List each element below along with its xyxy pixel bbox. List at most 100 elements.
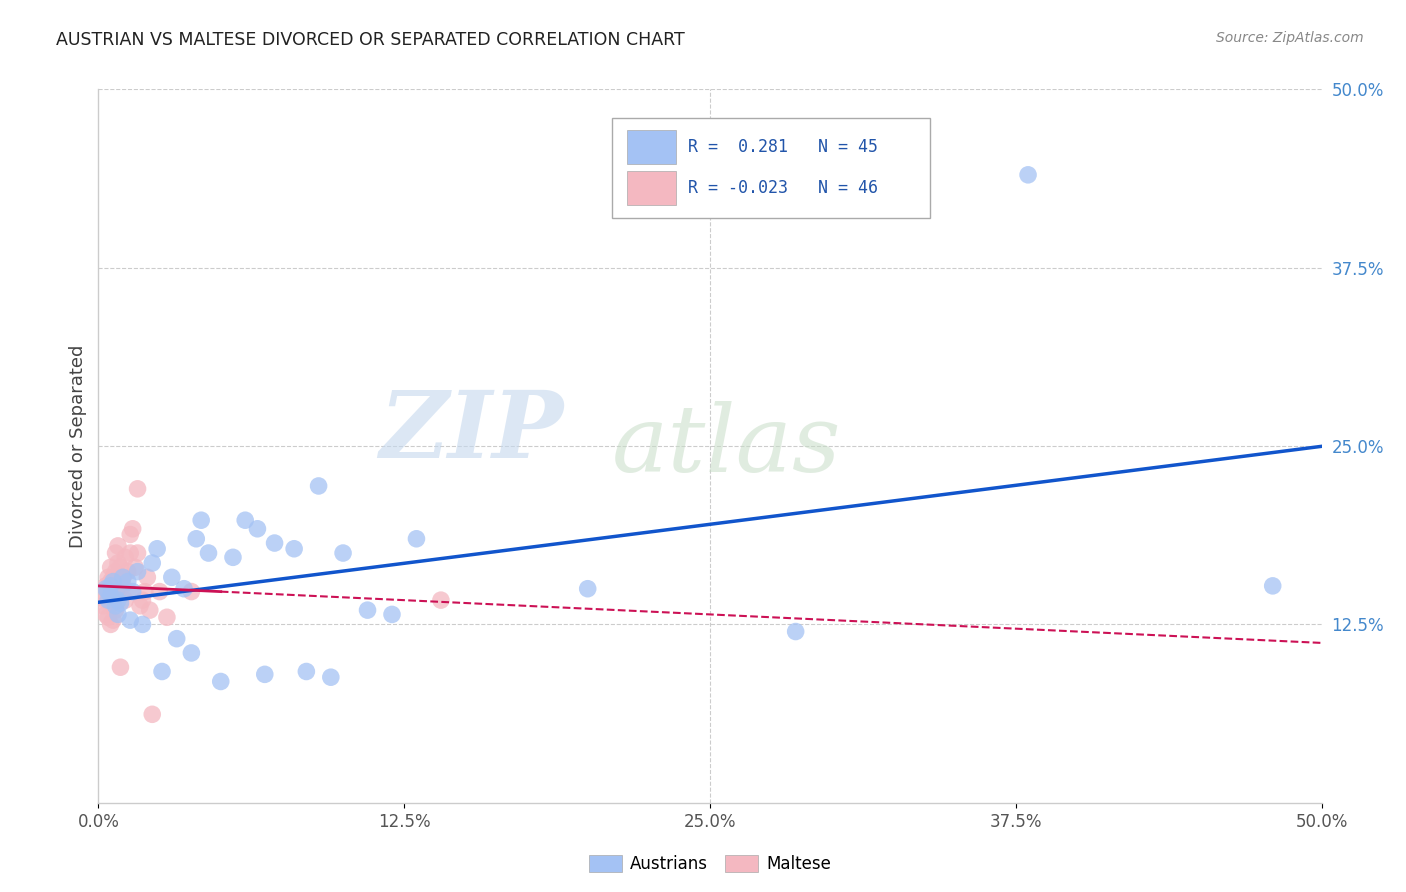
Point [104, 565, 127, 579]
Point [104, 546, 127, 560]
Point [186, 532, 208, 546]
Point [283, 541, 305, 556]
Point [91, 599, 114, 613]
Point [94, 582, 117, 596]
Point [107, 593, 129, 607]
Point [405, 532, 427, 546]
Point [134, 584, 156, 599]
Point [1017, 168, 1039, 182]
Point [253, 667, 276, 681]
Text: ZIP: ZIP [380, 387, 564, 476]
Point [94, 579, 117, 593]
Point [100, 579, 122, 593]
Point [308, 479, 330, 493]
Point [121, 584, 143, 599]
Point [111, 570, 134, 584]
Point [295, 665, 318, 679]
Point [97, 610, 120, 624]
Point [101, 613, 124, 627]
Point [131, 593, 153, 607]
Point [107, 556, 129, 570]
Point [100, 574, 122, 589]
Text: atlas: atlas [612, 401, 842, 491]
Point [136, 570, 159, 584]
Point [166, 632, 188, 646]
Point [110, 660, 132, 674]
Point [180, 646, 202, 660]
Bar [627, 130, 676, 164]
Point [107, 539, 129, 553]
Point [263, 536, 285, 550]
Point [110, 560, 132, 574]
Point [97, 584, 120, 599]
Point [110, 596, 132, 610]
Point [120, 527, 142, 541]
Point [127, 565, 149, 579]
Point [117, 574, 139, 589]
Text: Source: ZipAtlas.com: Source: ZipAtlas.com [1216, 31, 1364, 45]
Legend: Austrians, Maltese: Austrians, Maltese [582, 848, 838, 880]
Point [141, 707, 163, 722]
Point [233, 513, 256, 527]
Point [100, 589, 122, 603]
Text: AUSTRIAN VS MALTESE DIVORCED OR SEPARATED CORRELATION CHART: AUSTRIAN VS MALTESE DIVORCED OR SEPARATE… [56, 31, 685, 49]
Point [129, 599, 152, 613]
Point [101, 574, 124, 589]
Point [156, 610, 179, 624]
Point [104, 599, 127, 613]
Point [91, 584, 114, 599]
Point [100, 589, 122, 603]
Point [139, 603, 162, 617]
Point [104, 603, 127, 617]
Point [101, 570, 124, 584]
Point [107, 607, 129, 622]
Point [127, 482, 149, 496]
Bar [627, 170, 676, 205]
Point [114, 550, 136, 565]
Point [97, 584, 120, 599]
Point [141, 556, 163, 570]
Point [97, 570, 120, 584]
Point [180, 584, 202, 599]
Point [576, 582, 599, 596]
Point [121, 522, 143, 536]
Point [117, 584, 139, 599]
Point [97, 593, 120, 607]
Point [114, 593, 136, 607]
Point [173, 582, 195, 596]
Point [124, 560, 146, 574]
Point [100, 617, 122, 632]
Point [107, 584, 129, 599]
Text: R =  0.281   N = 45: R = 0.281 N = 45 [688, 138, 877, 156]
Point [146, 541, 169, 556]
Point [94, 607, 117, 622]
Point [94, 593, 117, 607]
Point [190, 513, 212, 527]
Point [222, 550, 245, 565]
Point [1261, 579, 1284, 593]
Point [117, 565, 139, 579]
Point [150, 665, 173, 679]
Point [101, 584, 124, 599]
FancyBboxPatch shape [612, 118, 931, 218]
Point [160, 570, 183, 584]
Point [104, 584, 127, 599]
Point [111, 570, 134, 584]
Point [246, 522, 269, 536]
Point [111, 579, 134, 593]
Point [149, 584, 172, 599]
Point [785, 624, 807, 639]
Point [197, 546, 219, 560]
Point [381, 607, 404, 622]
Point [120, 546, 142, 560]
Point [100, 560, 122, 574]
Y-axis label: Divorced or Separated: Divorced or Separated [69, 344, 87, 548]
Point [127, 546, 149, 560]
Point [101, 596, 124, 610]
Point [332, 546, 354, 560]
Point [131, 617, 153, 632]
Point [120, 613, 142, 627]
Point [209, 674, 232, 689]
Point [430, 593, 453, 607]
Point [319, 670, 342, 684]
